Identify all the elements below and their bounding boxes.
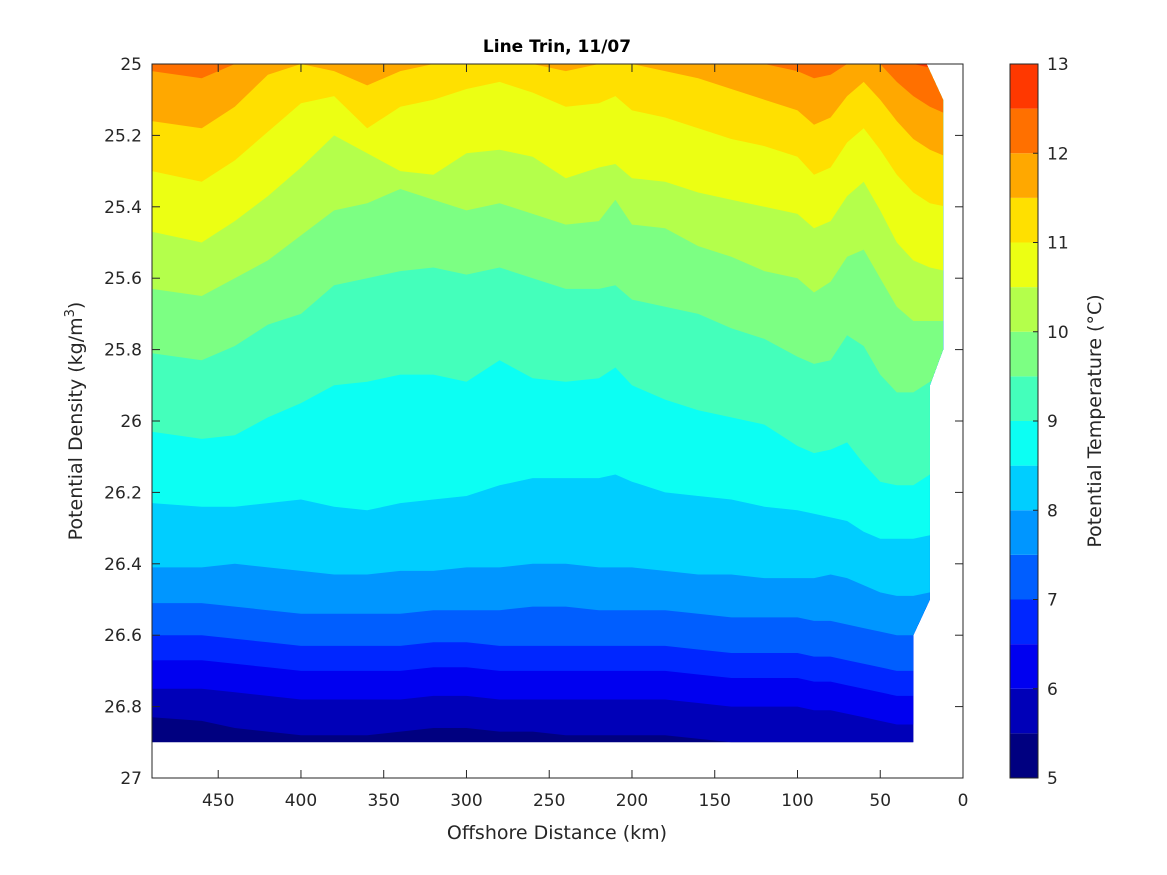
y-tick-label: 25.6 (104, 269, 142, 289)
x-axis-label: Offshore Distance (km) (447, 822, 667, 844)
colorbar-swatch-10.5 (1010, 242, 1038, 288)
colorbar-tick-label: 11 (1047, 234, 1069, 254)
colorbar-ticks: 5 6 7 8 9 10 11 12 13 (1033, 55, 1069, 789)
y-tick-label: 27 (120, 769, 142, 789)
colorbar-swatch-6 (1010, 644, 1038, 689)
colorbar-swatch-8 (1010, 465, 1038, 511)
y-axis-label-superscript: 3 (63, 309, 78, 317)
colorbar-tick-label: 9 (1047, 412, 1058, 432)
chart-title: Line Trin, 11/07 (483, 37, 631, 57)
colorbar-tick-label: 5 (1047, 769, 1058, 789)
colorbar-tick-label: 7 (1047, 591, 1058, 611)
colorbar-swatch-6.5 (1010, 599, 1038, 645)
y-tick-label: 26 (120, 412, 142, 432)
colorbar-swatch-12.5 (1010, 64, 1038, 109)
x-tick-label: 250 (533, 791, 565, 811)
contour-band-11.5 (152, 64, 944, 157)
colorbar (1009, 63, 1039, 779)
colorbar-tick-label: 8 (1047, 501, 1058, 521)
y-tick-label: 25.2 (104, 126, 142, 146)
x-tick-label: 50 (869, 791, 891, 811)
colorbar-swatch-9 (1010, 376, 1038, 421)
x-axis-ticks: 450 400 350 300 250 200 150 100 50 0 (202, 64, 968, 811)
colorbar-swatch-5.5 (1010, 688, 1038, 734)
y-axis-label-main: Potential Density (kg/m (65, 317, 87, 540)
colorbar-swatch-12 (1010, 108, 1038, 154)
y-tick-label: 26.8 (104, 698, 142, 718)
y-tick-label: 26.6 (104, 626, 142, 646)
y-tick-label: 26.2 (104, 483, 142, 503)
x-tick-label: 450 (202, 791, 234, 811)
colorbar-swatch-5 (1010, 733, 1038, 778)
y-tick-label: 26.4 (104, 555, 142, 575)
colorbar-swatch-10 (1010, 287, 1038, 332)
x-tick-label: 100 (781, 791, 813, 811)
x-tick-label: 150 (699, 791, 731, 811)
contour-fill-group (152, 64, 944, 743)
colorbar-tick-label: 10 (1047, 323, 1069, 343)
y-axis-ticks: 25 25.2 25.4 25.6 25.8 26 26.2 26.4 26.6 26.8 27 (104, 55, 963, 789)
colorbar-label: Potential Temperature (°C) (1084, 294, 1106, 547)
colorbar-swatch-7.5 (1010, 510, 1038, 555)
contour-band-11 (152, 64, 944, 207)
colorbar-swatch-11 (1010, 197, 1038, 243)
y-tick-label: 25.4 (104, 198, 142, 218)
y-axis-label: Potential Density (kg/m3) (63, 302, 87, 541)
colorbar-swatch-7 (1010, 554, 1038, 600)
y-axis-label-tail: ) (65, 302, 87, 309)
x-tick-label: 0 (958, 791, 969, 811)
colorbar-tick-label: 12 (1047, 144, 1069, 164)
x-tick-label: 200 (616, 791, 648, 811)
y-tick-label: 25.8 (104, 341, 142, 361)
x-tick-label: 400 (285, 791, 317, 811)
colorbar-swatch-11.5 (1010, 153, 1038, 198)
colorbar-swatch-9.5 (1010, 331, 1038, 377)
x-tick-label: 350 (367, 791, 399, 811)
x-tick-label: 300 (450, 791, 482, 811)
y-tick-label: 25 (120, 55, 142, 75)
colorbar-swatch-8.5 (1010, 421, 1038, 466)
colorbar-tick-label: 13 (1047, 55, 1069, 75)
colorbar-tick-label: 6 (1047, 680, 1058, 700)
